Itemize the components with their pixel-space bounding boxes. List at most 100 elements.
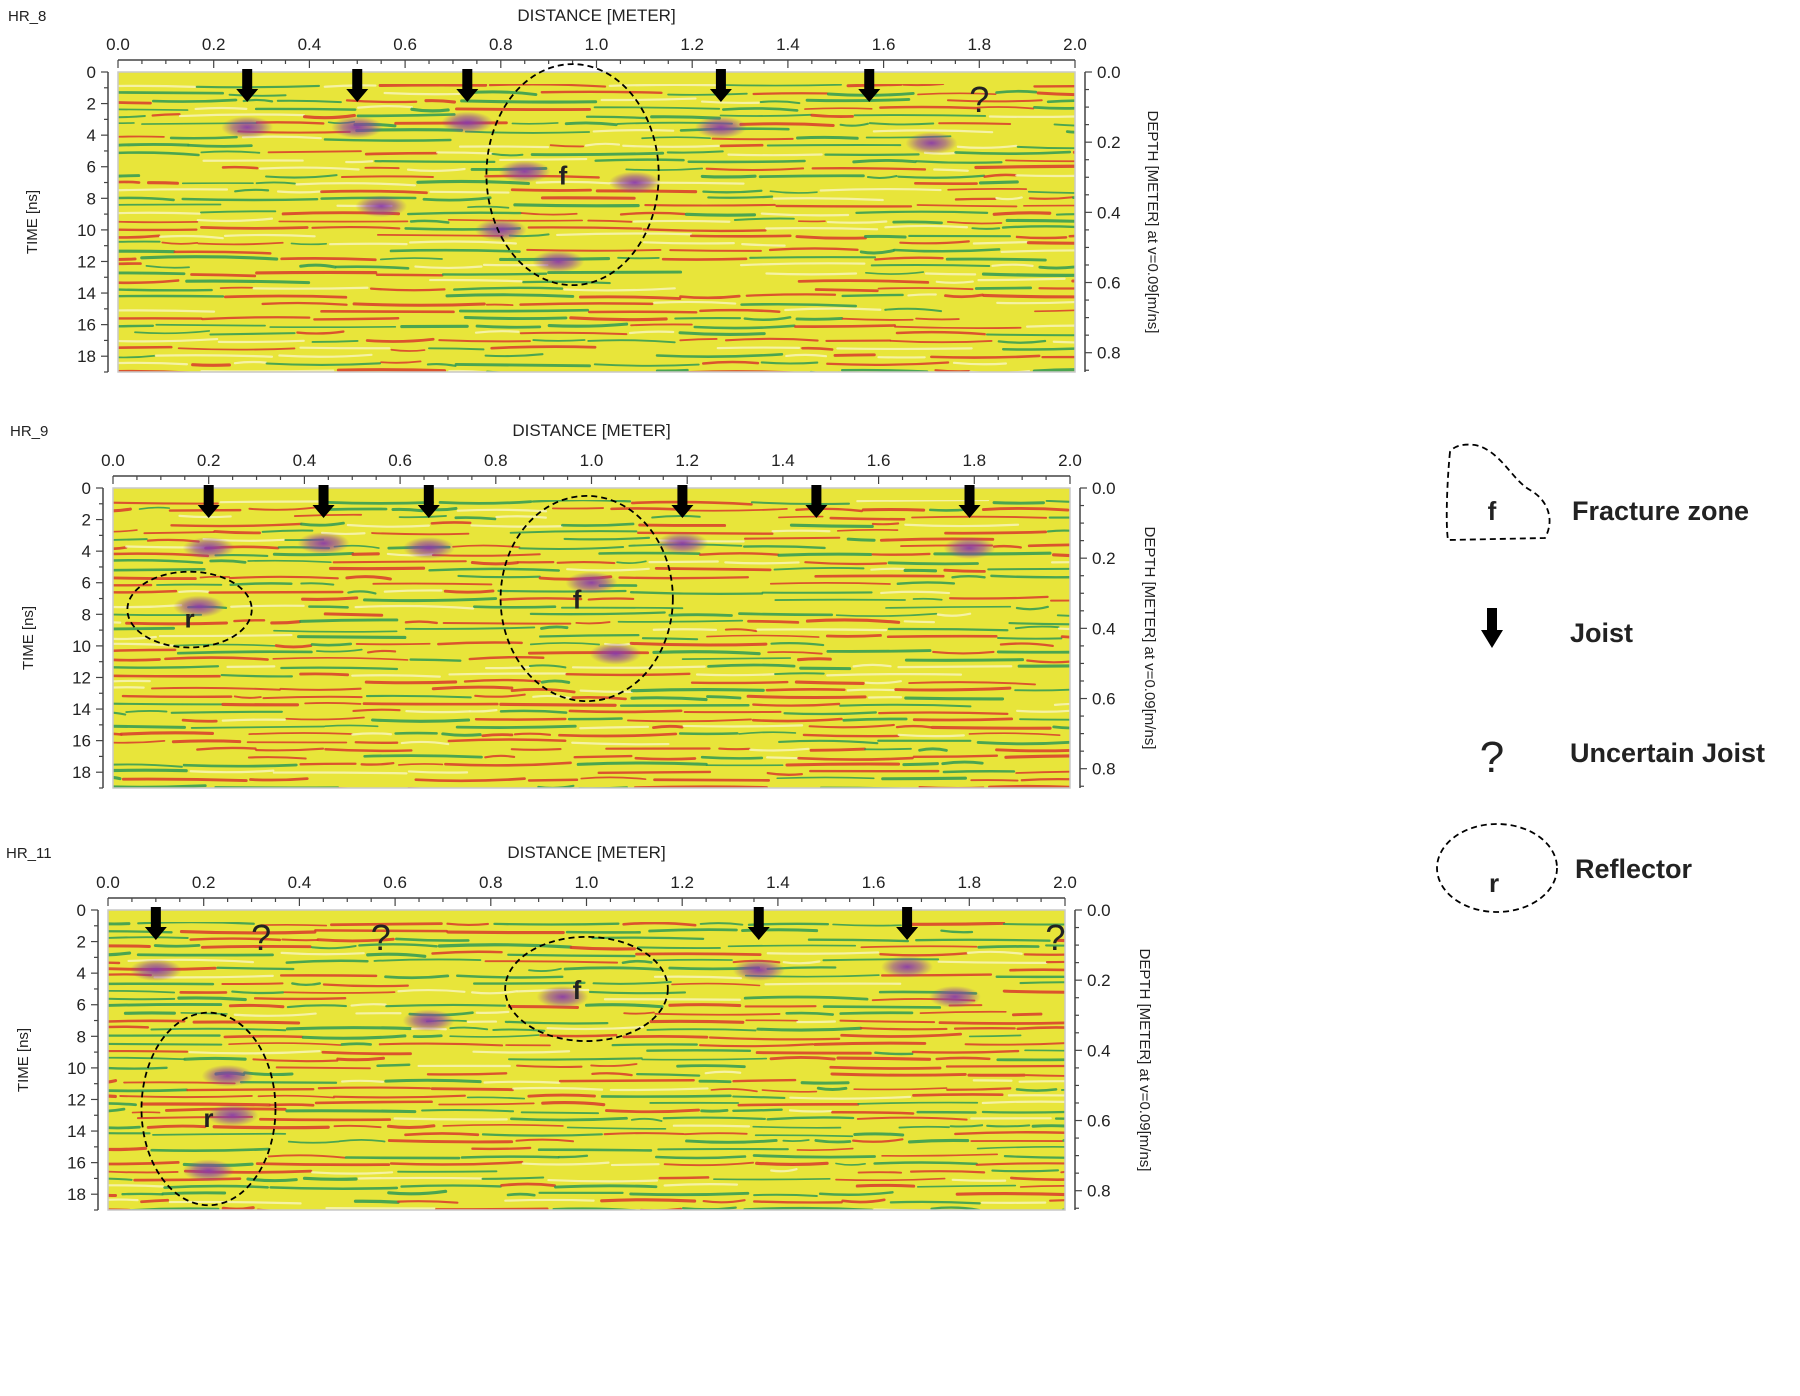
reflection-band — [897, 174, 986, 179]
reflection-band — [255, 270, 378, 275]
reflection-band — [416, 179, 530, 186]
reflection-band — [935, 1056, 991, 1061]
reflection-band — [146, 181, 179, 185]
anomaly-blob — [201, 1064, 254, 1087]
reflection-band — [977, 277, 1066, 282]
reflection-band — [169, 135, 238, 140]
reflection-band — [268, 1103, 315, 1107]
reflection-band — [519, 331, 628, 336]
reflection-band — [1036, 91, 1075, 97]
reflection-band — [228, 575, 339, 580]
joist-arrow-head — [958, 505, 981, 518]
reflection-band — [713, 1177, 831, 1181]
reflection-band — [651, 514, 701, 519]
reflection-band — [272, 551, 355, 557]
x-tick-label: 1.8 — [957, 873, 981, 892]
reflection-band — [113, 674, 221, 678]
x-tick-label: 0.8 — [489, 35, 513, 54]
reflection-band — [474, 693, 526, 698]
reflection-band — [507, 1005, 580, 1009]
reflection-band — [508, 1057, 643, 1061]
reflection-band — [267, 150, 362, 154]
reflection-band — [280, 666, 399, 671]
reflection-band — [824, 153, 920, 156]
reflection-band — [634, 756, 697, 761]
reflection-band — [722, 83, 842, 87]
reflection-band — [195, 84, 321, 89]
reflection-band — [119, 1094, 253, 1099]
reflection-band — [526, 248, 662, 252]
reflection-band — [113, 546, 128, 551]
reflection-band — [113, 648, 177, 653]
reflection-band — [1062, 930, 1065, 933]
reflection-band — [383, 91, 461, 96]
reflection-band — [832, 923, 902, 927]
reflection-band — [906, 921, 1006, 926]
reflection-band — [233, 1012, 317, 1017]
reflection-band — [483, 1080, 561, 1084]
plot-frame — [112, 487, 1071, 789]
reflection-band — [261, 529, 314, 533]
reflection-band — [209, 559, 247, 564]
reflection-band — [272, 771, 408, 775]
reflection-band — [441, 732, 482, 737]
anomaly-blob — [881, 955, 934, 978]
reflection-band — [431, 950, 503, 955]
reflection-band — [223, 294, 348, 299]
reflection-band — [280, 951, 365, 956]
reflection-band — [1052, 340, 1075, 344]
reflection-band — [1050, 561, 1070, 564]
reflection-band — [1045, 499, 1070, 503]
reflection-band — [756, 1026, 863, 1032]
x-tick-label: 1.4 — [766, 873, 790, 892]
reflection-band — [839, 703, 972, 708]
reflection-band — [652, 958, 733, 962]
reflection-band — [784, 307, 882, 312]
reflection-band — [777, 552, 873, 557]
reflection-band — [879, 952, 969, 957]
reflection-band — [454, 362, 591, 368]
reflection-band — [943, 568, 986, 573]
reflection-band — [699, 552, 780, 556]
reflection-band — [113, 589, 178, 594]
anomaly-blob — [221, 116, 274, 139]
reflection-band — [179, 929, 317, 935]
reflection-band — [208, 590, 344, 594]
y-tick-label: 6 — [77, 996, 86, 1015]
reflection-band — [877, 287, 974, 291]
joist-arrow-shaft — [242, 69, 253, 91]
reflection-band — [499, 157, 588, 162]
reflection-band — [1049, 1199, 1065, 1202]
reflection-band — [841, 317, 914, 321]
reflection-band — [317, 1086, 431, 1090]
y-axis-title: TIME [ns] — [24, 190, 41, 254]
reflection-band — [186, 1088, 315, 1092]
reflection-band — [150, 1147, 270, 1153]
reflection-band — [1072, 196, 1075, 199]
reflection-band — [839, 1011, 914, 1015]
reflection-band — [830, 1072, 967, 1077]
reflection-band — [705, 167, 805, 172]
reflection-band — [173, 643, 276, 647]
reflection-band — [163, 1184, 269, 1189]
reflection-band — [835, 1162, 866, 1166]
reflection-band — [233, 360, 268, 365]
reflection-band — [766, 951, 880, 955]
reflection-band — [628, 330, 675, 335]
reflection-band — [587, 219, 633, 223]
reflection-band — [510, 688, 576, 694]
reflection-band — [1053, 702, 1070, 706]
reflection-band — [1025, 324, 1075, 328]
reflection-band — [456, 974, 564, 979]
reflection-band — [118, 220, 199, 224]
joist-arrow — [805, 485, 828, 518]
reflection-band — [410, 107, 450, 113]
reflection-band — [563, 966, 662, 971]
reflection-band — [300, 521, 345, 527]
reflection-band — [855, 210, 989, 214]
reflection-band — [1005, 159, 1075, 163]
reflection-band — [443, 589, 495, 594]
reflection-band — [945, 257, 1047, 262]
reflection-band — [364, 680, 458, 685]
reflection-band — [741, 243, 786, 247]
